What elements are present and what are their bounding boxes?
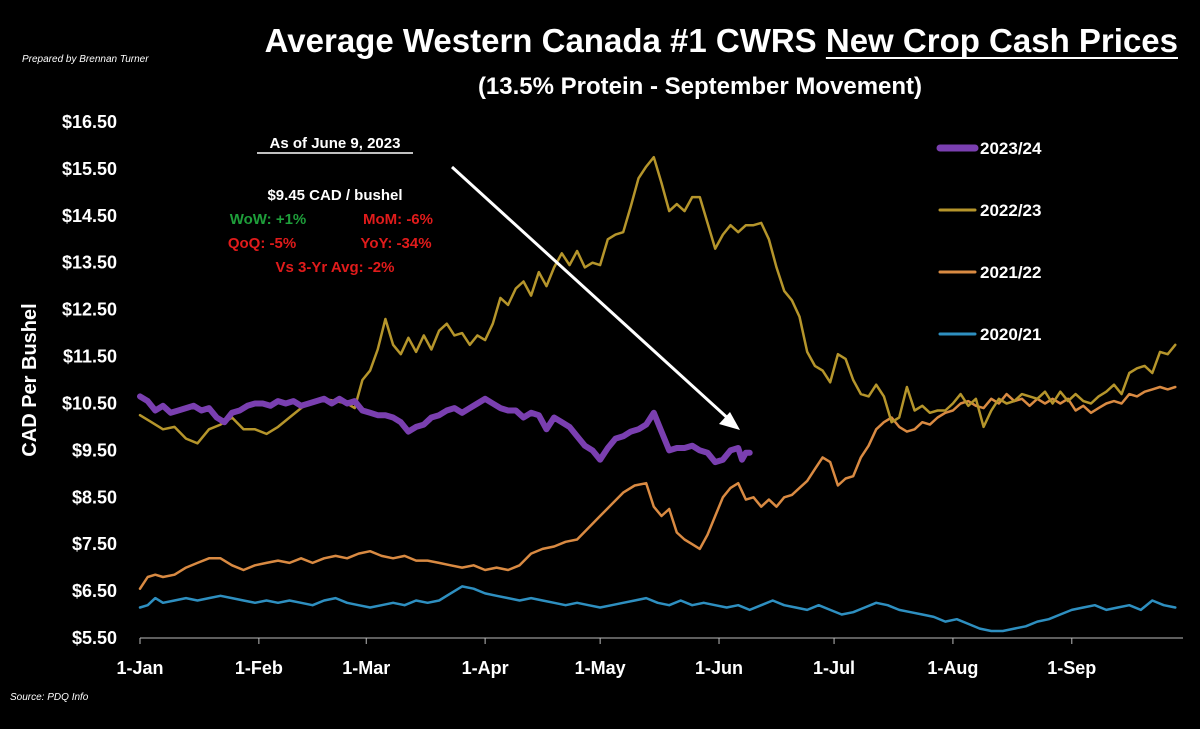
annotation-yoy: YoY: -34% <box>360 235 431 252</box>
trend-arrow-head <box>719 412 740 430</box>
y-tick-label: $6.50 <box>72 581 117 601</box>
series-line-2021-22 <box>138 385 1177 590</box>
series-line-2023-24 <box>137 393 753 466</box>
x-tick-label: 1-Apr <box>462 658 509 678</box>
y-axis-ticks: $5.50 $6.50 $7.50 $8.50 $9.50 $10.50 $11.50 $12… <box>62 112 117 648</box>
chart-subtitle: (13.5% Protein - September Movement) <box>478 73 922 100</box>
y-tick-label: $13.50 <box>62 253 117 273</box>
annotation-vs-3yr-avg: Vs 3-Yr Avg: -2% <box>276 259 395 276</box>
source-note: Source: PDQ Info <box>10 692 89 703</box>
y-tick-label: $12.50 <box>62 300 117 320</box>
x-tick-label: 1-Sep <box>1047 658 1096 678</box>
prepared-by: Prepared by Brennan Turner <box>22 54 149 65</box>
x-tick-label: 1-May <box>575 658 626 678</box>
x-tick-label: 1-Jan <box>116 658 163 678</box>
y-tick-label: $7.50 <box>72 534 117 554</box>
x-tick-label: 1-Jun <box>695 658 743 678</box>
legend-label: 2021/22 <box>980 263 1041 282</box>
trend-arrow <box>450 165 734 424</box>
series-lines <box>137 155 1177 633</box>
legend: 2023/24 2022/23 2021/22 2020/21 <box>936 139 1042 344</box>
y-tick-label: $16.50 <box>62 112 117 132</box>
annotation-price: $9.45 CAD / bushel <box>267 187 402 204</box>
chart-title: Average Western Canada #1 CWRS New Crop … <box>265 22 1178 59</box>
x-axis-ticks: 1-Jan 1-Feb 1-Mar 1-Apr 1-May 1-Jun 1-Jul 1-Aug… <box>116 638 1096 678</box>
series-line-2022-23 <box>138 155 1177 445</box>
y-tick-label: $5.50 <box>72 628 117 648</box>
y-tick-label: $9.50 <box>72 440 117 460</box>
y-tick-label: $10.50 <box>62 393 117 413</box>
series-line-2020-21 <box>138 585 1177 633</box>
y-tick-label: $11.50 <box>63 347 117 367</box>
annotation-date: As of June 9, 2023 <box>270 135 401 152</box>
y-axis-label: CAD Per Bushel <box>19 303 41 456</box>
x-tick-label: 1-Aug <box>927 658 978 678</box>
chart-title-underlined: New Crop Cash Prices <box>826 22 1178 59</box>
legend-label: 2023/24 <box>980 139 1042 158</box>
annotation-qoq: QoQ: -5% <box>228 235 296 252</box>
x-tick-label: 1-Jul <box>813 658 855 678</box>
annotation-wow: WoW: +1% <box>230 211 307 228</box>
x-tick-label: 1-Mar <box>342 658 390 678</box>
y-tick-label: $14.50 <box>62 206 117 226</box>
y-tick-label: $8.50 <box>72 487 117 507</box>
y-tick-label: $15.50 <box>62 159 117 179</box>
legend-label: 2020/21 <box>980 325 1041 344</box>
chart-title-prefix: Average Western Canada #1 CWRS <box>265 22 826 59</box>
annotation-box: As of June 9, 2023 $9.45 CAD / bushel Wo… <box>228 135 433 276</box>
annotation-mom: MoM: -6% <box>363 211 433 228</box>
legend-label: 2022/23 <box>980 201 1041 220</box>
x-tick-label: 1-Feb <box>235 658 283 678</box>
